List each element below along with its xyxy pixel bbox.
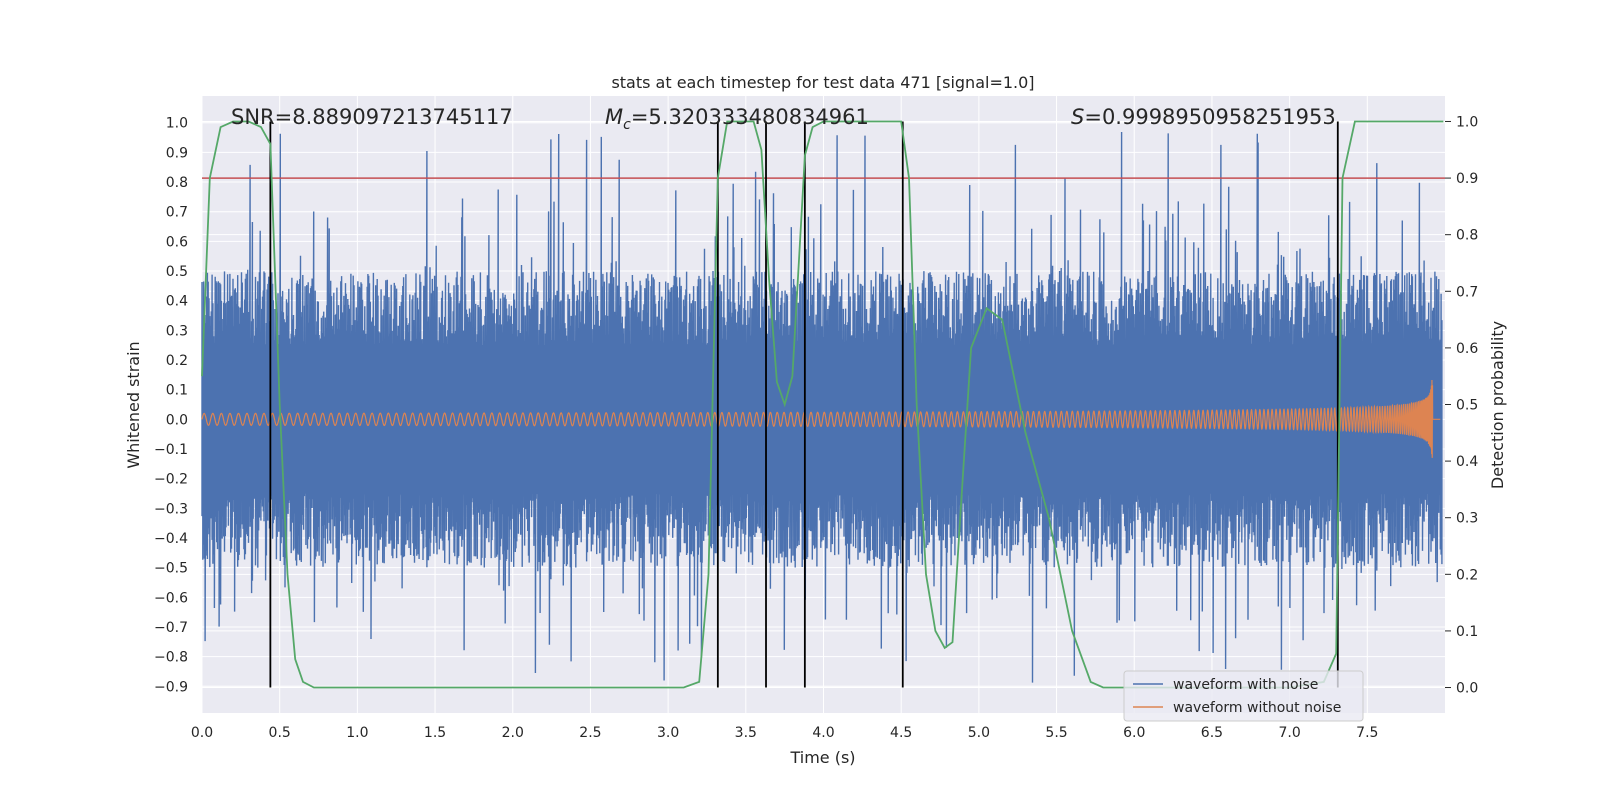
chirp-mass-symbol: M	[605, 105, 623, 129]
y-tick-label: 0.7	[166, 205, 188, 221]
legend: waveform with noise waveform without noi…	[1123, 670, 1364, 722]
y2-tick-label: 0.1	[1456, 624, 1478, 640]
noise-waveform-path	[201, 131, 1443, 683]
chirp-mass-annotation: Mc=5.320333480834961	[605, 105, 869, 133]
y-tick-label: −0.3	[154, 501, 188, 517]
legend-label-waveform-with-noise: waveform with noise	[1173, 677, 1318, 693]
s-symbol: S	[1071, 105, 1084, 129]
s-value: =0.9998950958251953	[1084, 105, 1335, 129]
x-tick-label: 0.5	[269, 725, 291, 741]
y-tick-label: 0.0	[166, 412, 188, 428]
series-waveform-without-noise	[201, 379, 1441, 458]
x-tick-label: 5.5	[1045, 725, 1067, 741]
clean-waveform-path	[201, 379, 1441, 458]
probability-line-path	[201, 120, 1444, 689]
snr-annotation: SNR=8.889097213745117	[231, 105, 513, 129]
y2-tick-label: 0.4	[1456, 454, 1478, 470]
x-tick-label: 3.0	[657, 725, 679, 741]
y2-tick-label: 0.0	[1456, 681, 1478, 697]
chirp-mass-value: =5.320333480834961	[631, 105, 869, 129]
x-tick-label: 2.5	[579, 725, 601, 741]
x-tick-label: 5.0	[968, 725, 990, 741]
x-tick-labels: 0.0 0.5 1.0 1.5 2.0 2.5 3.0 3.5 4.0 4.5 5.0 5.5 6.0 6…	[191, 725, 1379, 741]
x-tick-label: 3.5	[735, 725, 757, 741]
y-tick-labels: 1.0 0.9 0.8 0.7 0.6 0.5 0.4 0.3 0.2 0.1 0.0 −0.1 −0.…	[154, 116, 188, 696]
y2-tick-label: 0.3	[1456, 511, 1478, 527]
y-tick-label: 0.1	[166, 383, 188, 399]
y-tick-label: −0.1	[154, 442, 188, 458]
legend-box	[1123, 670, 1364, 722]
y2-tick-label: 0.7	[1456, 284, 1478, 300]
y-tick-label: −0.4	[154, 531, 188, 547]
y2-tick-label: 0.8	[1456, 228, 1478, 244]
y2-tick-label: 0.2	[1456, 567, 1478, 583]
y-tick-label: 0.9	[166, 145, 188, 161]
y-tick-label: −0.5	[154, 561, 188, 577]
chart-title: stats at each timestep for test data 471…	[611, 73, 1034, 92]
y2-tick-labels: 1.0 0.9 0.8 0.7 0.6 0.5 0.4 0.3 0.2 0.1 0.0	[1445, 114, 1478, 697]
series-detection-probability	[201, 120, 1444, 689]
y-tick-label: 0.3	[166, 323, 188, 339]
x-tick-label: 6.0	[1123, 725, 1145, 741]
x-tick-label: 4.0	[812, 725, 834, 741]
y-tick-label: −0.6	[154, 590, 188, 606]
y-tick-label: 1.0	[166, 116, 188, 132]
y2-axis-label: Detection probability	[1488, 321, 1507, 489]
plot-area	[201, 96, 1445, 713]
s-annotation: S=0.9998950958251953	[1071, 105, 1336, 129]
x-tick-label: 7.5	[1356, 725, 1378, 741]
y-tick-label: 0.5	[166, 264, 188, 280]
y-axis-label: Whitened strain	[124, 341, 143, 468]
x-tick-label: 6.5	[1201, 725, 1223, 741]
y-tick-label: −0.2	[154, 472, 188, 488]
legend-label-waveform-without-noise: waveform without noise	[1173, 700, 1341, 716]
chirp-mass-subscript: c	[623, 117, 631, 133]
x-tick-label: 7.0	[1278, 725, 1300, 741]
x-tick-label: 4.5	[890, 725, 912, 741]
x-tick-label: 1.5	[424, 725, 446, 741]
y-tick-label: 0.6	[166, 234, 188, 250]
y2-tick-label: 1.0	[1456, 114, 1478, 130]
x-axis-label: Time (s)	[789, 748, 855, 767]
y2-tick-label: 0.9	[1456, 171, 1478, 187]
x-tick-label: 0.0	[191, 725, 213, 741]
y-tick-label: −0.9	[154, 679, 188, 695]
y-tick-label: 0.2	[166, 353, 188, 369]
y2-tick-label: 0.6	[1456, 341, 1478, 357]
y-tick-label: 0.4	[166, 294, 188, 310]
y2-tick-label: 0.5	[1456, 398, 1478, 414]
y-tick-label: 0.8	[166, 175, 188, 191]
x-tick-label: 1.0	[346, 725, 368, 741]
y-tick-label: −0.8	[154, 650, 188, 666]
x-tick-label: 2.0	[502, 725, 524, 741]
y-tick-label: −0.7	[154, 620, 188, 636]
